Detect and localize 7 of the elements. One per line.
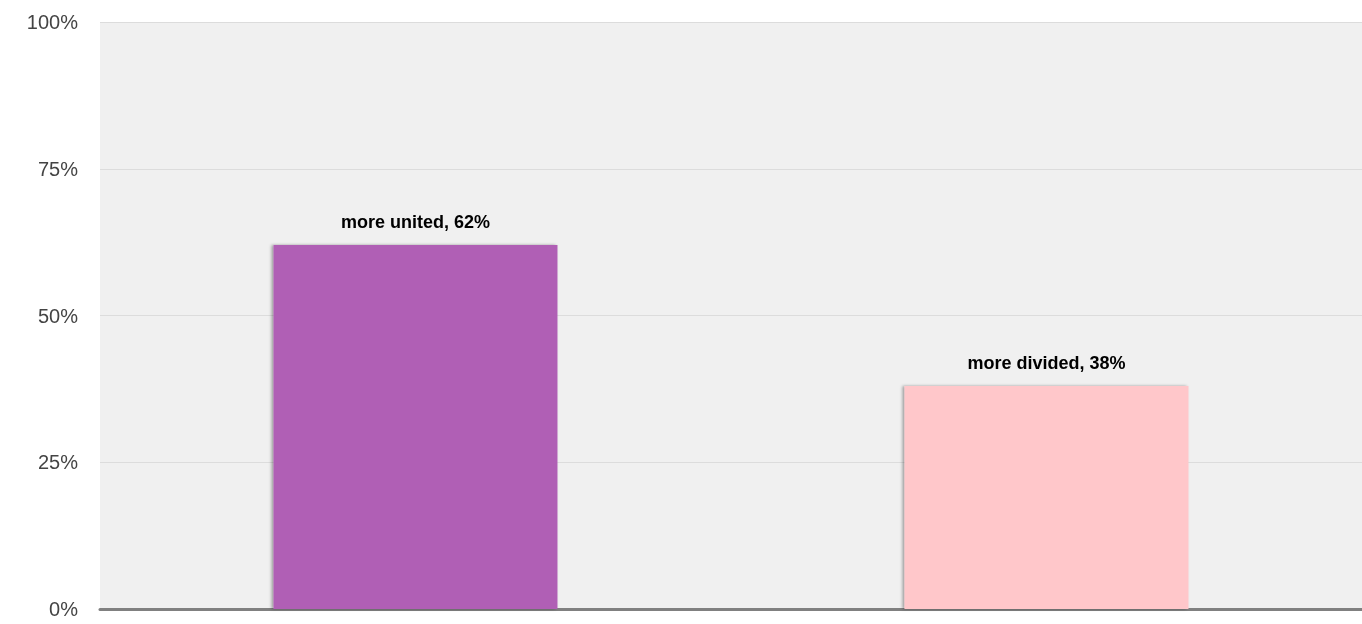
y-tick-label: 75% bbox=[37, 157, 79, 180]
data-label: more divided, 38% bbox=[967, 352, 1126, 373]
y-tick-label: 50% bbox=[37, 304, 79, 327]
data-label: more united, 62% bbox=[340, 212, 491, 233]
y-tick-label: 100% bbox=[26, 11, 79, 33]
y-tick-label: 0% bbox=[49, 598, 79, 620]
y-tick-label: 25% bbox=[37, 451, 79, 474]
